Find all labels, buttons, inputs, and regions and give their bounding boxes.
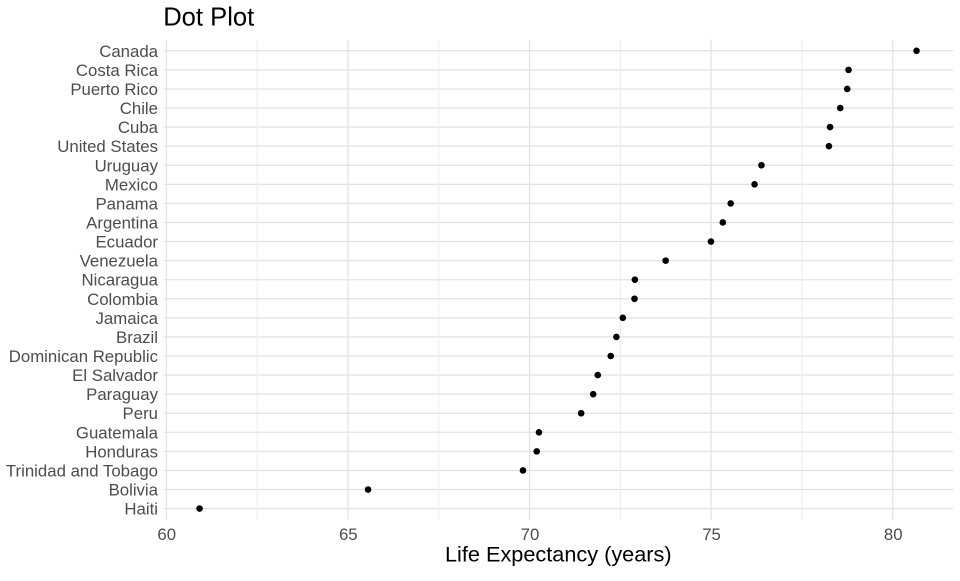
svg-text:Colombia: Colombia [87, 290, 159, 309]
svg-text:Haiti: Haiti [124, 500, 158, 519]
svg-text:60: 60 [157, 525, 176, 544]
svg-text:Costa Rica: Costa Rica [76, 61, 159, 80]
svg-text:Dominican Republic: Dominican Republic [9, 347, 158, 366]
svg-text:Paraguay: Paraguay [86, 385, 158, 404]
svg-text:Mexico: Mexico [105, 175, 158, 194]
svg-text:Trinidad and Tobago: Trinidad and Tobago [6, 461, 158, 480]
svg-text:Puerto Rico: Puerto Rico [70, 80, 158, 99]
svg-text:70: 70 [521, 525, 540, 544]
svg-text:Argentina: Argentina [86, 213, 159, 232]
svg-text:Brazil: Brazil [116, 328, 158, 347]
svg-text:Life Expectancy (years): Life Expectancy (years) [445, 542, 672, 567]
svg-text:Uruguay: Uruguay [95, 156, 159, 175]
svg-text:Cuba: Cuba [118, 118, 159, 137]
svg-text:Dot Plot: Dot Plot [163, 4, 254, 32]
svg-text:El Salvador: El Salvador [72, 366, 158, 385]
svg-text:65: 65 [339, 525, 358, 544]
svg-text:Canada: Canada [99, 42, 158, 61]
svg-text:Nicaragua: Nicaragua [82, 271, 159, 290]
svg-text:Guatemala: Guatemala [76, 423, 159, 442]
svg-text:United States: United States [57, 137, 158, 156]
svg-text:Panama: Panama [95, 194, 158, 213]
svg-text:Chile: Chile [120, 99, 158, 118]
svg-text:Peru: Peru [123, 404, 158, 423]
svg-text:Bolivia: Bolivia [109, 481, 159, 500]
svg-text:Jamaica: Jamaica [96, 309, 159, 328]
svg-text:80: 80 [884, 525, 903, 544]
svg-text:75: 75 [702, 525, 721, 544]
svg-text:Honduras: Honduras [85, 442, 158, 461]
svg-text:Ecuador: Ecuador [95, 233, 158, 252]
svg-text:Venezuela: Venezuela [80, 252, 159, 271]
